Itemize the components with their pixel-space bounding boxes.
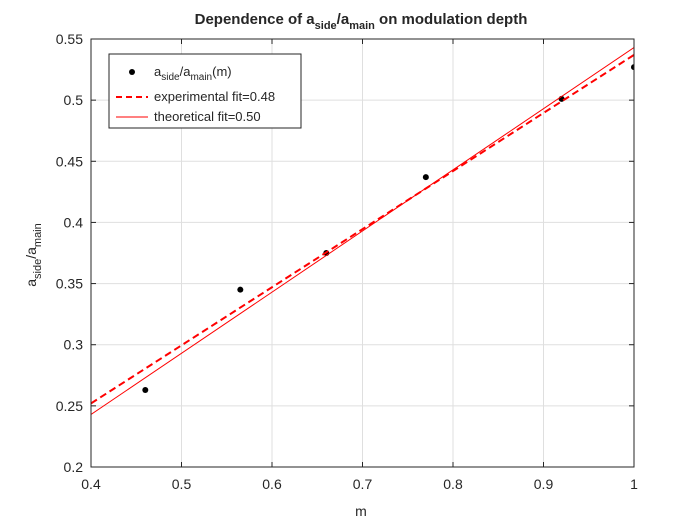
chart-title: Dependence of aside/amain on modulation … bbox=[195, 11, 528, 32]
y-tick-label: 0.25 bbox=[56, 398, 83, 414]
title-sub-main: main bbox=[349, 20, 375, 32]
legend-label-experimental-fit: experimental fit=0.48 bbox=[154, 89, 275, 104]
x-tick-label: 0.6 bbox=[262, 476, 282, 492]
experimental-fit-line bbox=[91, 54, 634, 405]
y-tick-label: 0.4 bbox=[64, 214, 84, 230]
legend: aside/amain(m) experimental fit=0.48 the… bbox=[108, 53, 302, 129]
y-tick-label: 0.2 bbox=[64, 459, 84, 475]
x-tick-label: 0.9 bbox=[534, 476, 554, 492]
y-tick-label: 0.5 bbox=[64, 92, 84, 108]
data-point bbox=[631, 64, 634, 71]
y-tick-label: 0.35 bbox=[56, 276, 83, 292]
x-tick-label: 0.4 bbox=[81, 476, 101, 492]
title-sub-side: side bbox=[315, 20, 337, 32]
data-point bbox=[142, 386, 149, 393]
x-tick-label: 0.8 bbox=[443, 476, 463, 492]
y-axis-label: aside/amain bbox=[23, 223, 44, 287]
data-point bbox=[422, 174, 429, 181]
grid bbox=[90, 38, 635, 468]
legend-label-points: aside/amain(m) bbox=[154, 64, 232, 83]
theoretical-fit-line bbox=[91, 47, 634, 415]
x-tick-label: 0.7 bbox=[353, 476, 373, 492]
legend-marker-points bbox=[129, 69, 135, 75]
legend-box bbox=[108, 53, 302, 129]
y-tick-label: 0.3 bbox=[64, 337, 84, 353]
data-point bbox=[237, 286, 244, 293]
ticks: 0.4 0.5 0.6 0.7 0.8 0.9 1 0.2 0.25 0.3 0.35 0.4 0.45… bbox=[56, 31, 638, 492]
x-axis-label: m bbox=[355, 503, 367, 519]
y-tick-label: 0.45 bbox=[56, 153, 83, 169]
plot-area bbox=[91, 47, 634, 415]
legend-label-theoretical-fit: theoretical fit=0.50 bbox=[154, 109, 261, 124]
x-tick-label: 1 bbox=[630, 476, 638, 492]
x-tick-label: 0.5 bbox=[172, 476, 192, 492]
y-tick-label: 0.55 bbox=[56, 31, 83, 47]
